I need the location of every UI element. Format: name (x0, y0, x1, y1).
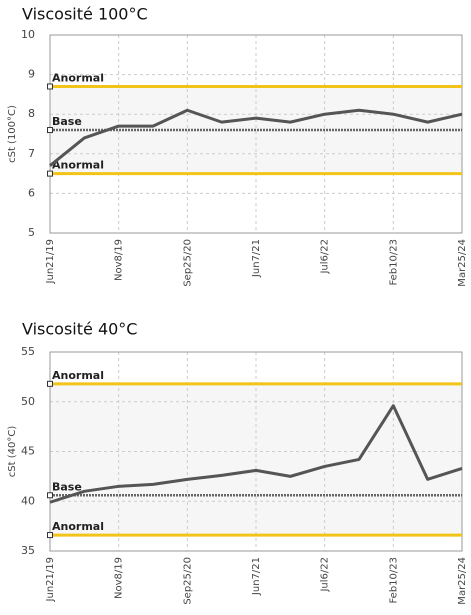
x-tick-label: Jul6/22 (320, 239, 331, 275)
reference-label: Base (52, 115, 82, 128)
x-tick-label: Jun21/19 (45, 239, 56, 284)
reference-label: Base (52, 480, 82, 493)
chart-title: Viscosité 100°C (22, 5, 148, 24)
series-line (49, 404, 463, 504)
y-tick-label: 55 (21, 345, 35, 358)
reference-label: Anormal (52, 520, 104, 533)
y-axis-label: cSt (100°C) (7, 105, 18, 163)
reference-marker (47, 170, 53, 177)
y-tick-label: 10 (21, 28, 35, 41)
x-tick-label: Jul6/22 (320, 557, 331, 593)
reference-marker (47, 492, 53, 499)
x-tick-label: Feb10/23 (388, 239, 399, 286)
y-tick-label: 9 (28, 68, 35, 81)
series-line (49, 108, 463, 167)
x-tick-label: Mar25/24 (457, 239, 468, 287)
y-tick-label: 50 (21, 395, 35, 408)
plot-frame (49, 34, 463, 234)
x-tick-label: Feb10/23 (388, 557, 399, 604)
reference-label: Anormal (52, 71, 104, 84)
y-tick-label: 40 (21, 494, 35, 507)
reference-marker (47, 380, 53, 387)
reference-marker (47, 532, 53, 539)
reference-label: Anormal (52, 369, 104, 382)
y-axis-label: cSt (40°C) (7, 426, 18, 478)
x-tick-label: Jun7/21 (251, 239, 262, 278)
y-tick-label: 7 (28, 147, 35, 160)
y-tick-label: 6 (28, 186, 35, 199)
x-tick-label: Sep25/20 (182, 557, 193, 605)
x-tick-label: Jun7/21 (251, 557, 262, 596)
reference-label: Anormal (52, 159, 104, 172)
chart-title: Viscosité 40°C (22, 320, 137, 339)
plot-frame (49, 351, 463, 552)
x-tick-label: Mar25/24 (457, 557, 468, 605)
reference-marker (47, 127, 53, 134)
y-tick-label: 5 (28, 226, 35, 239)
y-tick-label: 8 (28, 107, 35, 120)
y-tick-label: 45 (21, 445, 35, 458)
x-tick-label: Nov8/19 (114, 239, 125, 281)
x-tick-label: Jun21/19 (45, 557, 56, 602)
x-tick-label: Sep25/20 (182, 239, 193, 287)
y-tick-label: 35 (21, 544, 35, 557)
x-tick-label: Nov8/19 (114, 557, 125, 599)
reference-marker (47, 83, 53, 90)
